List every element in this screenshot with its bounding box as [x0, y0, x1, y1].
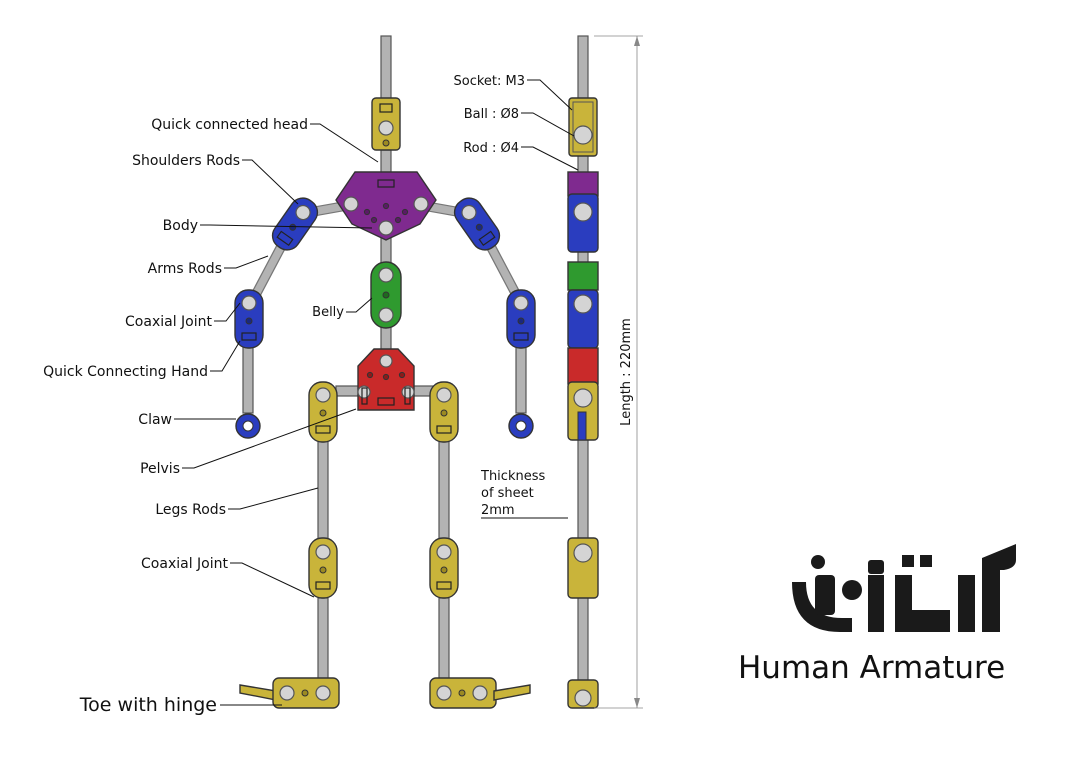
- toe-right: [429, 677, 531, 709]
- label-socket: Socket: M3: [453, 74, 525, 89]
- label-legs-rods: Legs Rods: [155, 502, 226, 518]
- head-part: [371, 97, 401, 151]
- label-claw: Claw: [138, 412, 172, 428]
- shoulder-part-left: [271, 197, 319, 251]
- side-view: [567, 35, 599, 709]
- label-ball: Ball : Ø8: [464, 107, 519, 122]
- label-body: Body: [163, 218, 198, 234]
- hip-joint-right: [429, 381, 459, 443]
- knee-joint-right: [429, 537, 459, 599]
- label-rod: Rod : Ø4: [463, 141, 519, 156]
- body-part: [335, 171, 437, 241]
- claw-left: [235, 413, 261, 439]
- forearm-rod-right: [515, 344, 527, 414]
- shoulder-part-right: [453, 197, 501, 251]
- label-arms-rods: Arms Rods: [148, 261, 222, 277]
- brand-title: Human Armature: [738, 650, 1006, 686]
- label-quick-hand: Quick Connecting Hand: [43, 364, 208, 380]
- arm-rod-right-fill: [486, 241, 522, 302]
- belly-part: [370, 261, 402, 329]
- label-pelvis: Pelvis: [140, 461, 180, 477]
- side-pelvis: [567, 347, 599, 385]
- hand-joint-left: [234, 289, 264, 349]
- leader-lines: [174, 79, 579, 706]
- hand-joint-right: [506, 289, 536, 349]
- side-belly: [567, 261, 599, 291]
- label-quick-head: Quick connected head: [151, 117, 308, 133]
- forearm-rod-left: [242, 344, 254, 414]
- length-label: Length : 220mm: [619, 318, 634, 426]
- label-thickness-line3: 2mm: [481, 503, 515, 518]
- length-dimension: [594, 35, 643, 709]
- label-thickness-line1: Thickness: [480, 469, 545, 484]
- label-belly: Belly: [312, 305, 344, 320]
- shin-rod-left: [317, 597, 329, 681]
- front-view: [234, 35, 536, 709]
- label-thickness-line2: of sheet: [481, 486, 534, 501]
- neck-top-rod: [380, 35, 392, 101]
- label-shoulders-rods: Shoulders Rods: [132, 153, 240, 169]
- label-coaxial-joint-leg: Coaxial Joint: [141, 556, 228, 572]
- shin-rod-right: [438, 597, 450, 681]
- hip-rod-left: [335, 385, 361, 397]
- hip-joint-left: [308, 381, 338, 443]
- label-coaxial-joint-arm: Coaxial Joint: [125, 314, 212, 330]
- knee-joint-left: [308, 537, 338, 599]
- side-body: [567, 171, 599, 197]
- label-toe: Toe with hinge: [79, 694, 217, 716]
- claw-right: [508, 413, 534, 439]
- thigh-rod-right: [438, 439, 450, 541]
- toe-left: [239, 677, 340, 709]
- arm-rod-left-fill: [250, 241, 286, 302]
- neck-rod: [380, 149, 392, 176]
- brand-logo: [792, 544, 1016, 632]
- pelvis-part: [357, 348, 415, 411]
- thigh-rod-left: [317, 439, 329, 541]
